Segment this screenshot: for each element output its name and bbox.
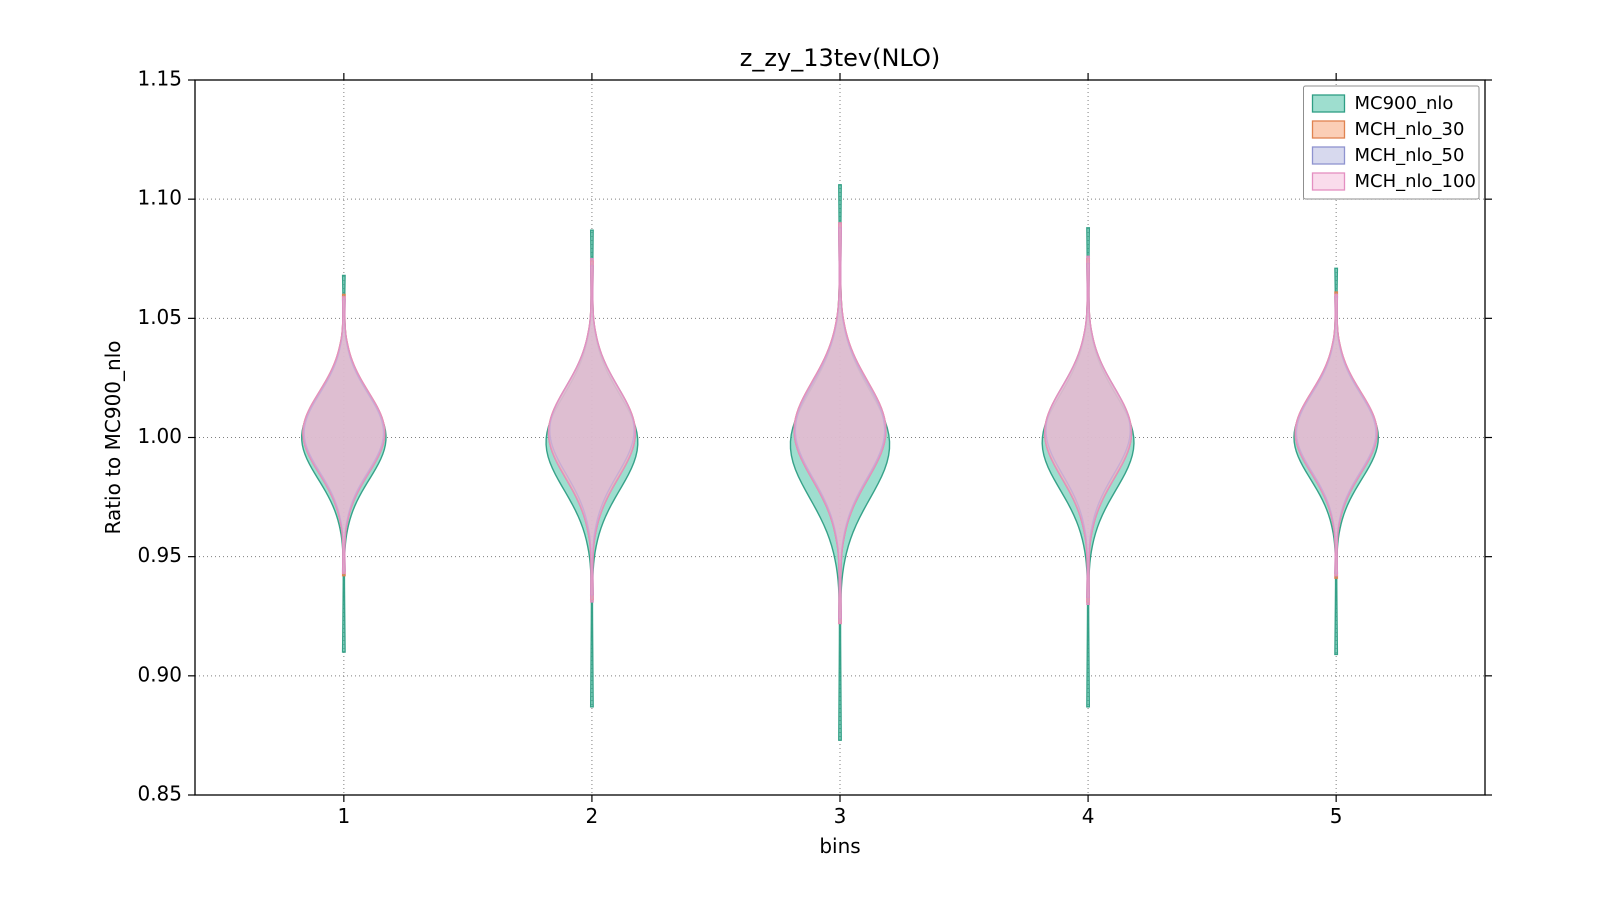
legend-swatch xyxy=(1313,95,1345,112)
legend-label: MCH_nlo_100 xyxy=(1355,171,1476,192)
xtick-label: 1 xyxy=(337,804,350,828)
ytick-label: 1.00 xyxy=(137,424,182,448)
legend-swatch xyxy=(1313,121,1345,138)
ytick-label: 0.85 xyxy=(137,782,182,806)
chart-title: z_zy_13tev(NLO) xyxy=(740,44,940,72)
ytick-label: 0.90 xyxy=(137,662,182,686)
xtick-label: 2 xyxy=(586,804,599,828)
xtick-label: 4 xyxy=(1082,804,1095,828)
ytick-label: 1.15 xyxy=(137,67,182,91)
y-axis-label: Ratio to MC900_nlo xyxy=(101,340,125,534)
legend-label: MCH_nlo_30 xyxy=(1355,119,1465,140)
xtick-label: 5 xyxy=(1330,804,1343,828)
legend-label: MCH_nlo_50 xyxy=(1355,145,1465,166)
xtick-label: 3 xyxy=(834,804,847,828)
legend-swatch xyxy=(1313,173,1345,190)
ytick-label: 1.10 xyxy=(137,186,182,210)
x-axis-label: bins xyxy=(819,834,860,858)
legend-label: MC900_nlo xyxy=(1355,93,1454,114)
chart-svg: 0.85 0.90 0.95 1.00 1.05 1.10 1.15 1 2 3 4 5 bins Rat… xyxy=(0,0,1600,900)
legend-swatch xyxy=(1313,147,1345,164)
chart-container: 0.85 0.90 0.95 1.00 1.05 1.10 1.15 1 2 3 4 5 bins Rat… xyxy=(0,0,1600,900)
ytick-label: 1.05 xyxy=(137,305,182,329)
ytick-label: 0.95 xyxy=(137,543,182,567)
